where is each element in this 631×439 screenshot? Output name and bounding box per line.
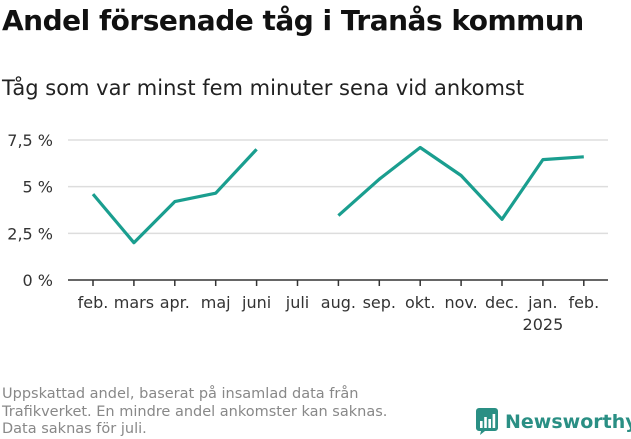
y-tick-label: 5 % [23,178,53,197]
x-tick-label: juli [285,293,309,312]
x-tick-label: aug. [321,293,356,312]
data-point [582,155,585,158]
x-tick-label: juni [241,293,271,312]
data-point [501,218,504,221]
y-tick-label: 0 % [23,271,53,290]
x-tick-label: dec. [485,293,519,312]
x-tick-label: nov. [444,293,477,312]
data-point [337,214,340,217]
y-tick-label: 2,5 % [7,224,53,243]
x-axis-tick-labels: feb. mars apr. maj juni juli aug. sep. okt. nov. d… [78,293,600,334]
footnote-line: Uppskattad andel, baserat på insamlad da… [2,386,359,402]
x-tick-label: jan. [527,293,557,312]
series-line-segment [91,148,258,245]
data-series [91,145,585,245]
x-tick-label: feb. [568,293,599,312]
data-point [214,192,217,195]
data-point [460,174,463,177]
x-tick-label: mars [114,293,154,312]
x-tick-label: sep. [363,293,396,312]
x-tick-sublabel: 2025 [523,315,564,334]
y-tick-label: 7,5 % [7,131,53,150]
line-chart: 0 % 2,5 % 5 % 7,5 % feb. mars apr. maj juni juli… [7,131,608,334]
x-tick-label: apr. [160,293,190,312]
data-point [255,148,258,151]
footnote: Uppskattad andel, baserat på insamlad da… [2,386,387,439]
chart-title: Andel försenade tåg i Tranås kommun [2,4,584,37]
y-axis-tick-labels: 0 % 2,5 % 5 % 7,5 % [7,131,53,290]
grid-lines [68,139,608,235]
data-point [541,158,544,161]
footnote-line: Data saknas för juli. [2,421,147,437]
footnote-line: Trafikverket. En mindre andel ankomster … [2,403,388,420]
data-point [92,193,95,196]
brand-logo: Newsworthy [476,408,631,435]
x-tick-label: okt. [405,293,435,312]
x-axis [68,279,608,286]
newsworthy-logo-icon [476,408,498,435]
chart-subtitle: Tåg som var minst fem minuter sena vid a… [2,76,525,100]
x-tick-label: maj [201,293,231,312]
series-line-segment [337,145,584,221]
data-point [173,200,176,203]
data-point [419,146,422,149]
x-tick-label: feb. [78,293,109,312]
data-point [378,178,381,181]
brand-name: Newsworthy [505,410,631,433]
data-point [132,241,135,244]
